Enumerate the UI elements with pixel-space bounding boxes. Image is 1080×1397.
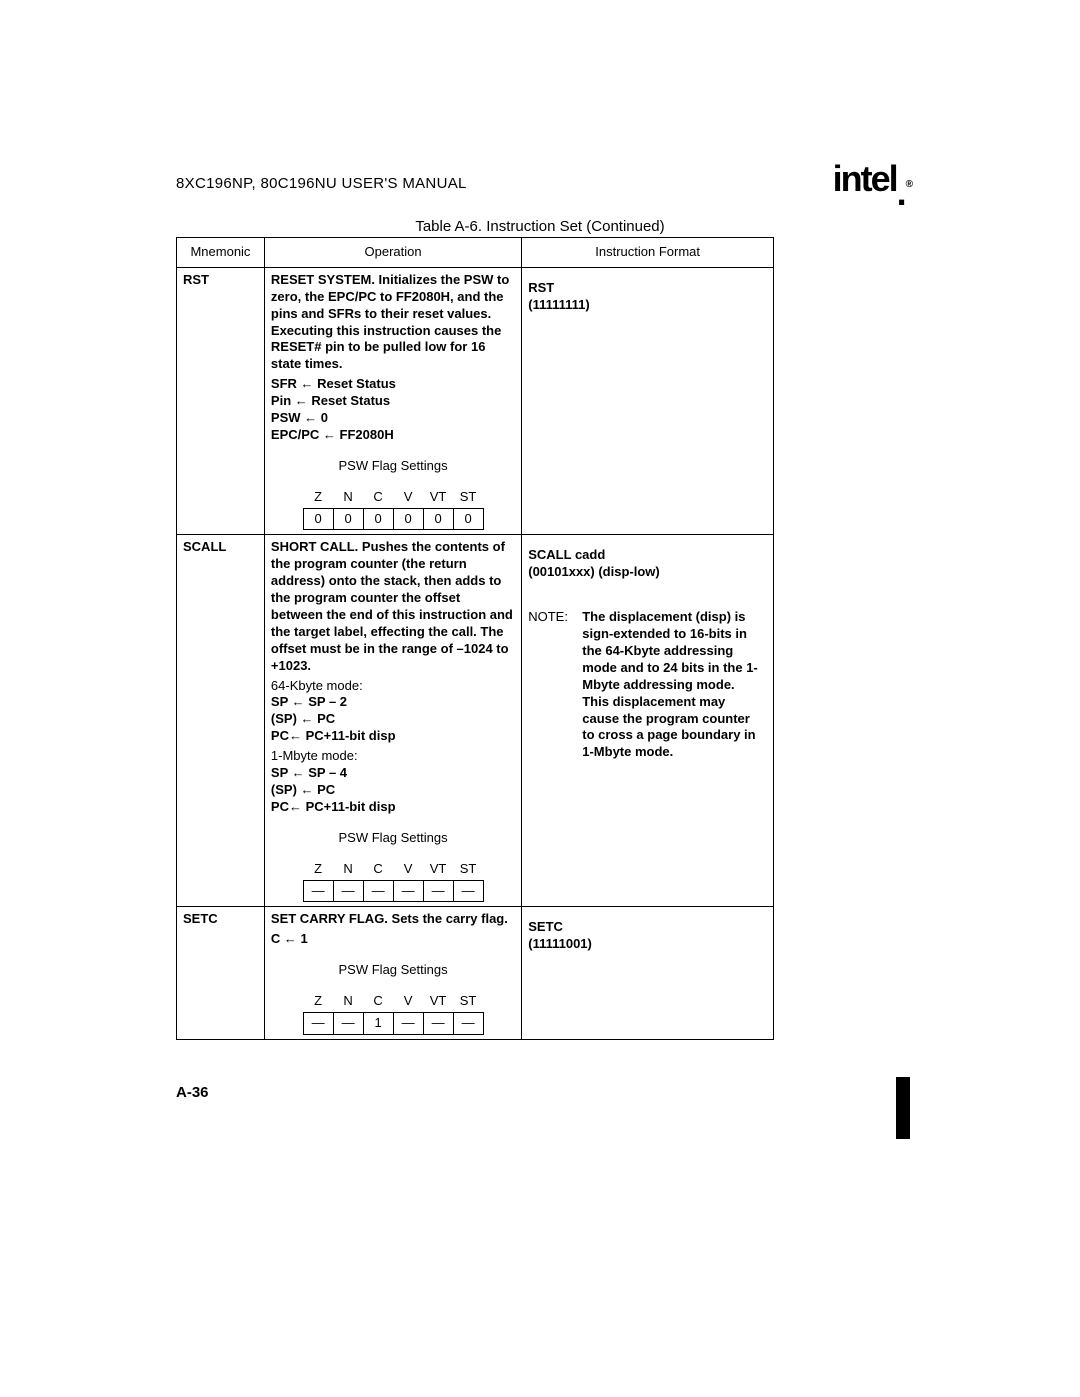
psw-v: 0 [453,508,483,530]
psw-v: 0 [423,508,453,530]
fmt-note-text: The displacement (disp) is sign-extended… [582,609,762,761]
psw-h: VT [423,487,453,508]
mnemonic-cell: SCALL [177,535,265,907]
table-row: RST RESET SYSTEM. Initializes the PSW to… [177,267,774,535]
psw-h: C [363,859,393,880]
operation-lines: SP ← SP – 2 (SP) ← PC PC← PC+11-bit disp [271,694,515,745]
mnemonic-cell: RST [177,267,265,535]
op-line: (SP) ← PC [271,782,515,799]
psw-h: ST [453,991,483,1012]
op-line: EPC/PC ← FF2080H [271,427,515,444]
operation-cell: SET CARRY FLAG. Sets the carry flag. C ←… [264,907,521,1039]
psw-h: VT [423,991,453,1012]
fmt-note: NOTE:The displacement (disp) is sign-ext… [528,609,767,761]
psw-h: N [333,859,363,880]
psw-caption: PSW Flag Settings [271,962,515,979]
manual-title: 8XC196NP, 80C196NU USER'S MANUAL [176,175,467,192]
format-cell: RST (11111111) [522,267,774,535]
psw-h: V [393,487,423,508]
format-cell: SCALL cadd (00101xxx) (disp-low) NOTE:Th… [522,535,774,907]
col-header-mnemonic: Mnemonic [177,238,265,268]
format-cell: SETC (11111001) [522,907,774,1039]
psw-v: — [453,1012,483,1034]
operation-cell: RESET SYSTEM. Initializes the PSW to zer… [264,267,521,535]
fmt-code: (11111001) [528,936,767,953]
col-header-format: Instruction Format [522,238,774,268]
fmt-name: RST [528,280,767,297]
operation-cell: SHORT CALL. Pushes the contents of the p… [264,535,521,907]
psw-v: — [303,1012,333,1034]
mode-label: 64-Kbyte mode: [271,678,515,695]
psw-h: V [393,859,423,880]
intel-logo: intel.® [833,158,910,208]
psw-h: Z [303,487,333,508]
psw-v: 0 [363,508,393,530]
psw-h: ST [453,859,483,880]
psw-v: — [363,880,393,902]
psw-caption: PSW Flag Settings [271,458,515,475]
psw-h: N [333,991,363,1012]
fmt-code: (11111111) [528,297,767,314]
mnemonic-cell: SETC [177,907,265,1039]
psw-v: 0 [303,508,333,530]
fmt-code: (00101xxx) (disp-low) [528,564,767,581]
psw-h: N [333,487,363,508]
operation-lines: C ← 1 [271,931,515,948]
psw-h: Z [303,991,333,1012]
table-title: Table A-6. Instruction Set (Continued) [0,218,1080,235]
psw-h: ST [453,487,483,508]
op-line: Pin ← Reset Status [271,393,515,410]
op-line: PSW ← 0 [271,410,515,427]
op-line: SP ← SP – 4 [271,765,515,782]
psw-h: V [393,991,423,1012]
side-bar-decoration [896,1077,910,1139]
logo-reg: ® [906,179,911,190]
psw-table: Z N C V VT ST 0 0 0 0 0 0 [303,487,484,531]
psw-v: — [333,1012,363,1034]
operation-desc: SET CARRY FLAG. Sets the carry flag. [271,911,515,928]
psw-h: VT [423,859,453,880]
op-line: SP ← SP – 2 [271,694,515,711]
page-number: A-36 [176,1084,209,1101]
psw-v: 0 [393,508,423,530]
psw-h: C [363,991,393,1012]
psw-v: — [423,1012,453,1034]
page-header: 8XC196NP, 80C196NU USER'S MANUAL intel.® [176,158,910,208]
psw-v: — [393,1012,423,1034]
operation-lines: SP ← SP – 4 (SP) ← PC PC← PC+11-bit disp [271,765,515,816]
psw-table: Z N C V VT ST — — — — — — [303,859,484,903]
psw-h: C [363,487,393,508]
psw-caption: PSW Flag Settings [271,830,515,847]
fmt-note-label: NOTE: [528,609,582,626]
psw-v: — [453,880,483,902]
psw-v: — [333,880,363,902]
psw-v: — [303,880,333,902]
op-line: PC← PC+11-bit disp [271,728,515,745]
op-line: (SP) ← PC [271,711,515,728]
psw-v: — [423,880,453,902]
psw-h: Z [303,859,333,880]
instruction-set-table: Mnemonic Operation Instruction Format RS… [176,237,774,1040]
mode-label: 1-Mbyte mode: [271,748,515,765]
logo-text: intel [833,158,897,199]
table-row: SETC SET CARRY FLAG. Sets the carry flag… [177,907,774,1039]
op-line: PC← PC+11-bit disp [271,799,515,816]
op-line: SFR ← Reset Status [271,376,515,393]
operation-lines: SFR ← Reset Status Pin ← Reset Status PS… [271,376,515,444]
operation-desc: RESET SYSTEM. Initializes the PSW to zer… [271,272,515,373]
fmt-name: SETC [528,919,767,936]
fmt-name: SCALL cadd [528,547,767,564]
psw-v: 0 [333,508,363,530]
op-line: C ← 1 [271,931,515,948]
psw-table: Z N C V VT ST — — 1 — — — [303,991,484,1035]
psw-v: — [393,880,423,902]
operation-desc: SHORT CALL. Pushes the contents of the p… [271,539,515,674]
psw-v: 1 [363,1012,393,1034]
col-header-operation: Operation [264,238,521,268]
table-row: SCALL SHORT CALL. Pushes the contents of… [177,535,774,907]
